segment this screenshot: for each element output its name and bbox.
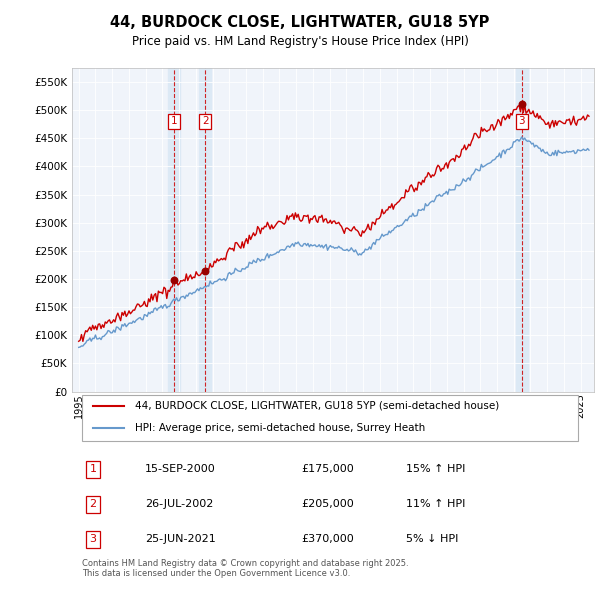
Text: 5% ↓ HPI: 5% ↓ HPI bbox=[406, 535, 458, 545]
Text: £370,000: £370,000 bbox=[302, 535, 355, 545]
Bar bbox=[199, 68, 211, 392]
Text: 26-JUL-2002: 26-JUL-2002 bbox=[145, 499, 214, 509]
Text: 3: 3 bbox=[89, 535, 97, 545]
Text: 15-SEP-2000: 15-SEP-2000 bbox=[145, 464, 216, 474]
Text: Price paid vs. HM Land Registry's House Price Index (HPI): Price paid vs. HM Land Registry's House … bbox=[131, 35, 469, 48]
Point bbox=[169, 276, 179, 285]
Text: Contains HM Land Registry data © Crown copyright and database right 2025.
This d: Contains HM Land Registry data © Crown c… bbox=[82, 559, 409, 579]
Text: 1: 1 bbox=[171, 116, 178, 126]
Text: 2: 2 bbox=[202, 116, 209, 126]
Text: HPI: Average price, semi-detached house, Surrey Heath: HPI: Average price, semi-detached house,… bbox=[134, 424, 425, 433]
Text: 15% ↑ HPI: 15% ↑ HPI bbox=[406, 464, 466, 474]
Text: £175,000: £175,000 bbox=[302, 464, 355, 474]
Text: 1: 1 bbox=[89, 464, 97, 474]
Text: 11% ↑ HPI: 11% ↑ HPI bbox=[406, 499, 466, 509]
Text: 25-JUN-2021: 25-JUN-2021 bbox=[145, 535, 216, 545]
Text: 44, BURDOCK CLOSE, LIGHTWATER, GU18 5YP: 44, BURDOCK CLOSE, LIGHTWATER, GU18 5YP bbox=[110, 15, 490, 30]
Point bbox=[200, 266, 210, 276]
Text: 44, BURDOCK CLOSE, LIGHTWATER, GU18 5YP (semi-detached house): 44, BURDOCK CLOSE, LIGHTWATER, GU18 5YP … bbox=[134, 401, 499, 411]
Text: 3: 3 bbox=[518, 116, 525, 126]
Point bbox=[517, 99, 527, 109]
Text: £205,000: £205,000 bbox=[302, 499, 355, 509]
Bar bbox=[516, 68, 527, 392]
Text: 2: 2 bbox=[89, 499, 97, 509]
FancyBboxPatch shape bbox=[82, 395, 578, 441]
Bar bbox=[169, 68, 180, 392]
